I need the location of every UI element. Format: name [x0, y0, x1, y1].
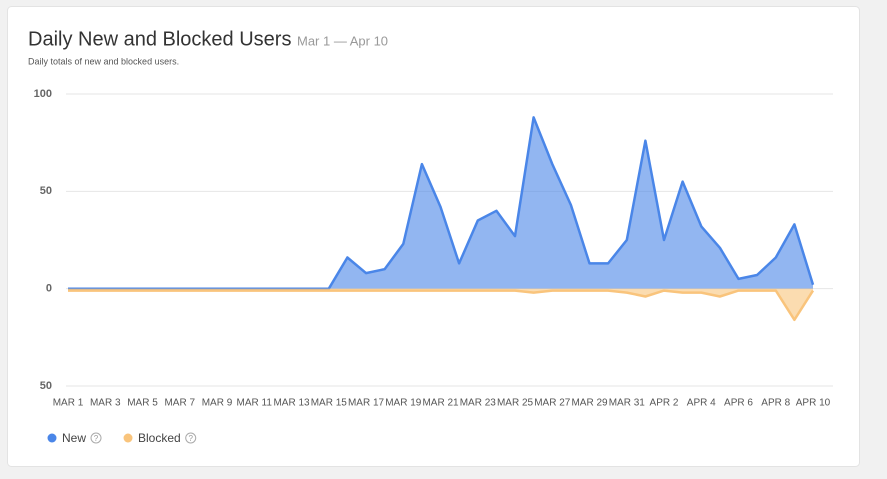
x-tick-label: MAR 3: [90, 398, 121, 409]
x-tick-label: APR 8: [761, 398, 790, 409]
x-tick-label: MAR 19: [385, 398, 422, 409]
x-tick-label: MAR 29: [571, 398, 608, 409]
x-tick-label: MAR 21: [422, 398, 459, 409]
x-tick-label: MAR 13: [273, 398, 310, 409]
y-tick-label: 50: [40, 380, 52, 392]
x-tick-label: APR 4: [687, 398, 716, 409]
help-icon: [90, 432, 102, 444]
x-tick-label: MAR 27: [534, 398, 571, 409]
x-tick-label: MAR 9: [202, 398, 233, 409]
y-tick-label: 50: [40, 185, 52, 197]
legend-swatch: [47, 433, 57, 443]
x-tick-label: MAR 31: [609, 398, 646, 409]
legend-item[interactable]: New?: [47, 431, 102, 445]
x-tick-label: MAR 15: [311, 398, 348, 409]
legend-swatch: [123, 433, 133, 443]
x-tick-label: MAR 1: [53, 398, 84, 409]
series-line: [68, 289, 815, 322]
legend-label: New: [62, 431, 86, 445]
legend-item[interactable]: Blocked?: [123, 431, 197, 445]
chart-title: Daily New and Blocked Users: [28, 28, 291, 50]
series-area: [68, 117, 813, 289]
x-tick-label: MAR 5: [127, 398, 158, 409]
x-tick-label: MAR 7: [164, 398, 195, 409]
help-icon-glyph: ?: [94, 434, 99, 443]
x-tick-label: APR 10: [796, 398, 831, 409]
x-tick-label: MAR 17: [348, 398, 385, 409]
y-tick-label: 0: [46, 283, 52, 295]
chart-subtitle: Mar 1 — Apr 10: [297, 33, 388, 48]
x-tick-label: MAR 11: [237, 398, 273, 409]
legend-label: Blocked: [138, 431, 181, 445]
x-tick-label: APR 6: [724, 398, 753, 409]
x-tick-label: MAR 23: [460, 398, 497, 409]
x-tick-label: APR 2: [650, 398, 679, 409]
y-tick-label: 100: [34, 88, 52, 100]
chart-description: Daily totals of new and blocked users.: [28, 56, 179, 66]
help-icon-glyph: ?: [188, 434, 193, 443]
help-icon: [185, 432, 197, 444]
x-tick-label: MAR 25: [497, 398, 534, 409]
